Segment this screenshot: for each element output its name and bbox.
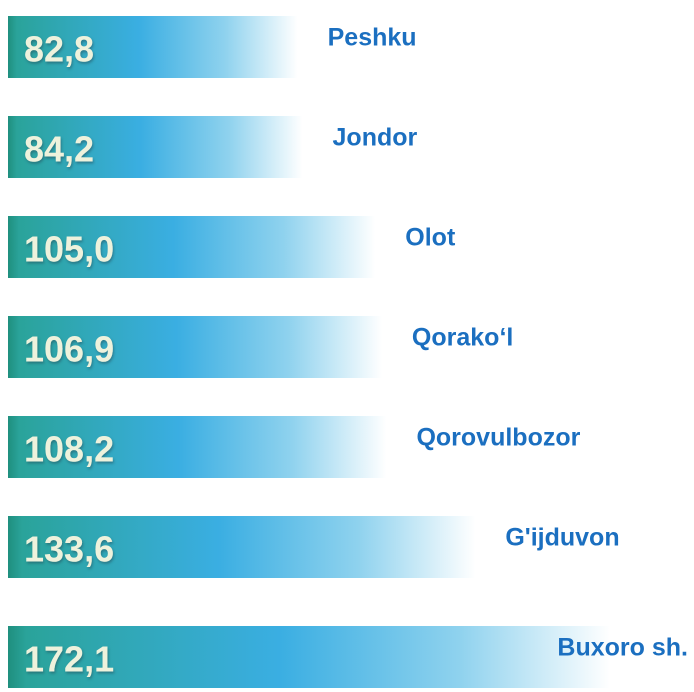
category-label: Peshku xyxy=(328,24,417,52)
bar xyxy=(8,416,387,478)
bar xyxy=(8,216,376,278)
category-label: Qorako‘l xyxy=(412,324,513,352)
value-label: 105,0 xyxy=(24,229,114,270)
value-label: 106,9 xyxy=(24,329,114,370)
value-label: 172,1 xyxy=(24,639,114,680)
bar xyxy=(8,16,298,78)
value-label: 108,2 xyxy=(24,429,114,470)
category-label: Jondor xyxy=(333,124,418,152)
category-label: Buxoro sh. xyxy=(557,634,688,662)
value-label: 84,2 xyxy=(24,129,94,170)
bar xyxy=(8,316,382,378)
bar xyxy=(8,516,476,578)
category-label: Olot xyxy=(405,224,456,252)
category-label: Qorovulbozor xyxy=(416,424,580,452)
bar xyxy=(8,116,303,178)
value-label: 82,8 xyxy=(24,29,94,70)
value-label: 133,6 xyxy=(24,529,114,570)
bar xyxy=(8,626,610,688)
category-label: G'ijduvon xyxy=(505,524,619,552)
